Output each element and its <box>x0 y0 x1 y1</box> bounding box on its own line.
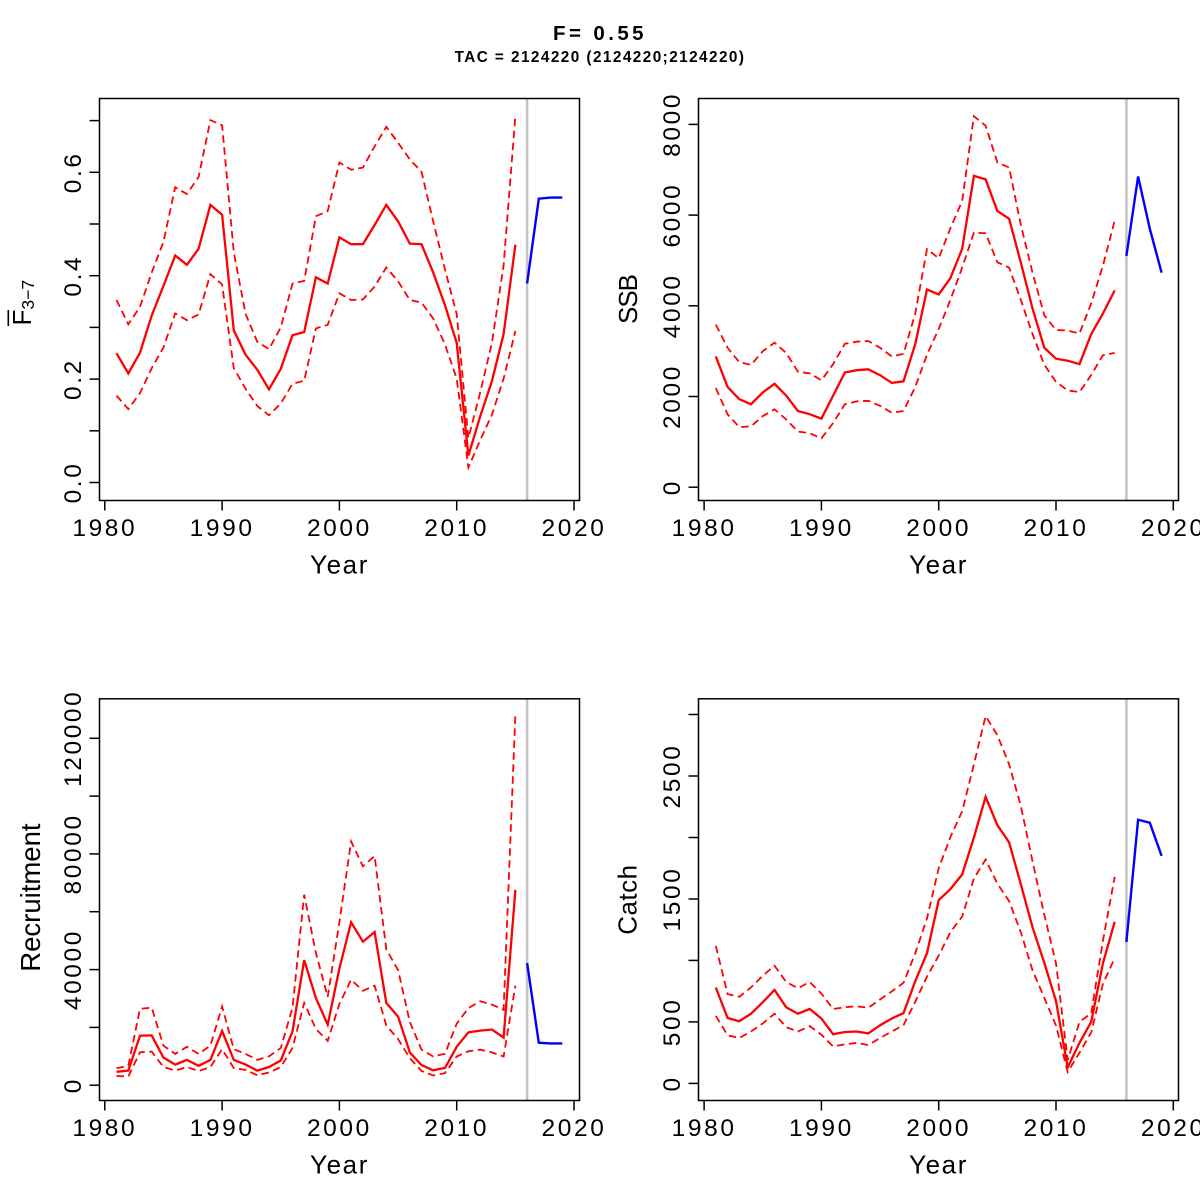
svg-text:2020: 2020 <box>1141 1115 1200 1142</box>
svg-text:1990: 1990 <box>789 515 854 542</box>
svg-text:Catch: Catch <box>613 864 643 934</box>
svg-text:2020: 2020 <box>542 515 607 542</box>
svg-text:1990: 1990 <box>190 515 255 542</box>
svg-text:2000: 2000 <box>906 1115 971 1142</box>
svg-text:Year: Year <box>909 550 968 580</box>
svg-text:1990: 1990 <box>190 1115 255 1142</box>
svg-text:SSB: SSB <box>613 275 643 324</box>
svg-text:2010: 2010 <box>424 515 489 542</box>
svg-text:1500: 1500 <box>659 867 686 932</box>
svg-text:Year: Year <box>310 550 369 580</box>
svg-text:1980: 1980 <box>72 1115 137 1142</box>
svg-text:1980: 1980 <box>672 515 737 542</box>
svg-text:0: 0 <box>60 1077 87 1093</box>
svg-text:8000: 8000 <box>659 92 686 157</box>
svg-text:0: 0 <box>659 479 686 495</box>
svg-text:1990: 1990 <box>789 1115 854 1142</box>
svg-text:0.4: 0.4 <box>60 255 87 297</box>
svg-text:4000: 4000 <box>659 273 686 338</box>
svg-text:40000: 40000 <box>60 929 87 1010</box>
svg-text:2020: 2020 <box>1141 515 1200 542</box>
svg-text:2000: 2000 <box>307 515 372 542</box>
svg-text:500: 500 <box>659 998 686 1047</box>
svg-text:0: 0 <box>659 1075 686 1091</box>
svg-text:2000: 2000 <box>307 1115 372 1142</box>
svg-text:80000: 80000 <box>60 813 87 894</box>
svg-text:2000: 2000 <box>906 515 971 542</box>
svg-text:TAC = 2124220 (2124220;2124220: TAC = 2124220 (2124220;2124220) <box>455 49 746 66</box>
svg-text:2500: 2500 <box>659 744 686 809</box>
svg-text:120000: 120000 <box>60 690 87 787</box>
svg-text:2010: 2010 <box>1024 515 1089 542</box>
svg-text:2000: 2000 <box>659 364 686 429</box>
svg-text:Recruitment: Recruitment <box>15 823 46 972</box>
svg-text:Year: Year <box>909 1150 968 1180</box>
svg-text:0.0: 0.0 <box>60 462 87 504</box>
svg-text:0.6: 0.6 <box>60 151 87 193</box>
svg-text:1980: 1980 <box>72 515 137 542</box>
svg-text:2020: 2020 <box>542 1115 607 1142</box>
svg-text:F= 0.55: F= 0.55 <box>553 22 647 45</box>
svg-text:Year: Year <box>310 1150 369 1180</box>
svg-text:2010: 2010 <box>424 1115 489 1142</box>
svg-text:2010: 2010 <box>1024 1115 1089 1142</box>
svg-text:6000: 6000 <box>659 183 686 248</box>
svg-text:0.2: 0.2 <box>60 358 87 400</box>
svg-text:1980: 1980 <box>672 1115 737 1142</box>
